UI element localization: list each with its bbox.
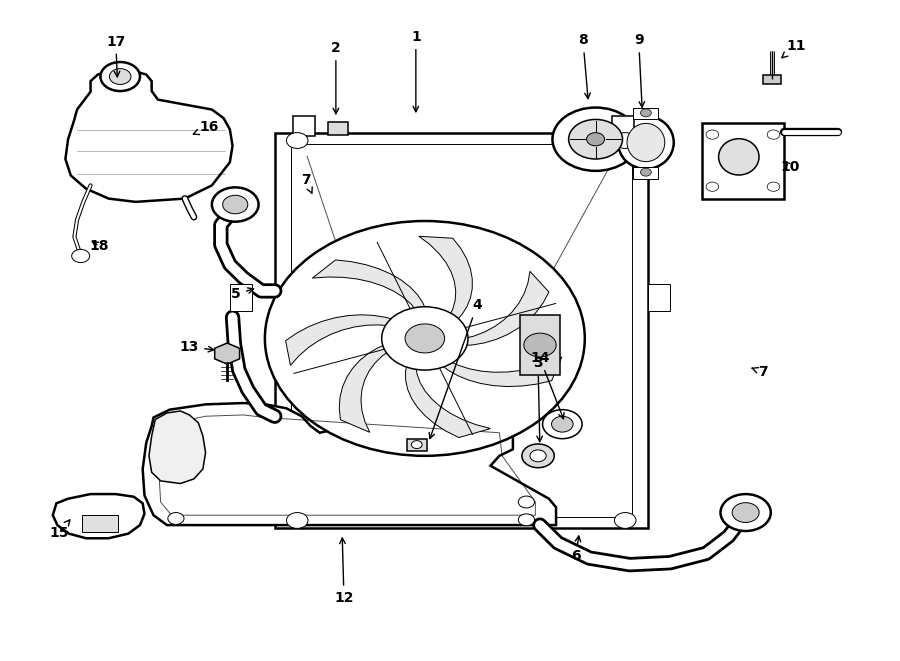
- Polygon shape: [418, 236, 472, 322]
- Circle shape: [552, 416, 573, 432]
- Text: 3: 3: [534, 356, 543, 442]
- Text: 17: 17: [106, 34, 125, 77]
- FancyBboxPatch shape: [292, 116, 315, 136]
- FancyBboxPatch shape: [328, 122, 347, 136]
- FancyBboxPatch shape: [520, 315, 560, 375]
- Circle shape: [167, 512, 184, 524]
- Circle shape: [522, 444, 554, 468]
- Text: 8: 8: [578, 33, 590, 98]
- Polygon shape: [149, 411, 205, 484]
- Circle shape: [767, 130, 779, 139]
- Circle shape: [706, 182, 719, 191]
- Ellipse shape: [718, 139, 759, 175]
- Text: 7: 7: [302, 173, 312, 193]
- Polygon shape: [406, 363, 491, 438]
- Text: 6: 6: [571, 536, 580, 563]
- Circle shape: [286, 133, 308, 149]
- Circle shape: [767, 182, 779, 191]
- Text: 15: 15: [50, 520, 70, 540]
- FancyBboxPatch shape: [230, 284, 252, 311]
- Circle shape: [706, 130, 719, 139]
- Polygon shape: [285, 315, 396, 366]
- Circle shape: [518, 496, 535, 508]
- Circle shape: [265, 221, 585, 456]
- Circle shape: [543, 410, 582, 439]
- FancyBboxPatch shape: [634, 167, 659, 178]
- Ellipse shape: [627, 124, 665, 162]
- Circle shape: [524, 333, 556, 357]
- Ellipse shape: [618, 116, 674, 169]
- Circle shape: [518, 514, 535, 525]
- Text: 2: 2: [331, 41, 341, 114]
- Circle shape: [72, 249, 90, 262]
- Polygon shape: [339, 344, 391, 432]
- FancyBboxPatch shape: [634, 108, 659, 120]
- FancyBboxPatch shape: [762, 75, 780, 84]
- Text: 1: 1: [411, 30, 420, 112]
- Circle shape: [405, 324, 445, 353]
- Text: 13: 13: [180, 340, 214, 354]
- Polygon shape: [143, 403, 556, 525]
- FancyBboxPatch shape: [407, 439, 427, 451]
- Circle shape: [411, 441, 422, 449]
- Text: 18: 18: [90, 239, 109, 253]
- Text: 12: 12: [334, 538, 354, 605]
- Circle shape: [733, 502, 759, 522]
- FancyBboxPatch shape: [702, 123, 784, 198]
- Text: 9: 9: [634, 33, 644, 107]
- Text: 7: 7: [752, 365, 768, 379]
- Circle shape: [641, 169, 652, 176]
- Circle shape: [530, 450, 546, 462]
- Circle shape: [553, 108, 639, 171]
- Circle shape: [110, 69, 131, 85]
- Circle shape: [101, 62, 140, 91]
- Polygon shape: [66, 72, 232, 202]
- FancyBboxPatch shape: [82, 515, 118, 531]
- Polygon shape: [312, 260, 427, 311]
- Text: 11: 11: [782, 38, 806, 58]
- Circle shape: [641, 109, 652, 117]
- Polygon shape: [440, 357, 562, 387]
- FancyBboxPatch shape: [274, 133, 648, 528]
- Polygon shape: [53, 494, 145, 538]
- FancyBboxPatch shape: [612, 116, 634, 136]
- Text: 4: 4: [429, 298, 482, 438]
- Circle shape: [615, 512, 636, 528]
- Text: 14: 14: [530, 351, 564, 419]
- Text: 16: 16: [194, 120, 219, 135]
- Circle shape: [222, 195, 248, 214]
- Circle shape: [212, 187, 258, 221]
- Circle shape: [587, 133, 605, 146]
- Circle shape: [286, 512, 308, 528]
- Circle shape: [382, 307, 468, 370]
- Text: 5: 5: [231, 288, 254, 301]
- Circle shape: [569, 120, 623, 159]
- FancyBboxPatch shape: [648, 284, 670, 311]
- Text: 10: 10: [780, 160, 799, 174]
- Polygon shape: [462, 271, 549, 346]
- Circle shape: [721, 494, 770, 531]
- Circle shape: [615, 133, 636, 149]
